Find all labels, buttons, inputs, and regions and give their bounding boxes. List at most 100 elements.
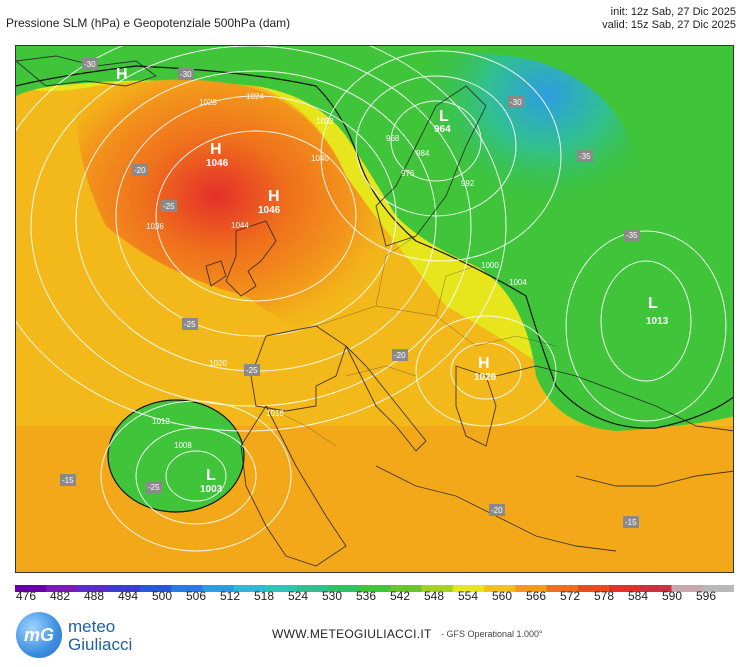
center-value: 1013 [646,316,669,327]
colorbar-tick: 578 [593,589,615,603]
isobar-label: 976 [401,169,415,178]
coastlines [16,55,733,567]
isobars [16,46,727,552]
colorbar-tick: 482 [49,589,71,603]
center-letter: H [116,66,128,83]
svg-text:-20: -20 [394,351,406,360]
colorbar-cell [108,585,141,592]
temp-box: -20 [489,504,505,516]
logo-mark: mG [24,625,55,645]
colorbar-tick: 542 [389,589,411,603]
colorbar [15,585,734,592]
colorbar-cell [296,585,329,592]
weather-map: H 1046 H 1046 H L 964 L 1003 H 1026 L 10… [15,45,734,573]
temp-box: -25 [182,318,198,330]
colorbar-cell [265,585,297,592]
logo-badge [16,612,62,658]
isobar-label: 1008 [174,441,192,450]
colorbar-cell [202,585,235,592]
colorbar-tick: 530 [321,589,343,603]
colorbar-cell [452,585,485,592]
isobar-label: 1012 [152,417,170,426]
temp-box: -30 [82,58,98,70]
center-value: 1026 [474,372,497,383]
temp-box: -30 [178,68,194,80]
temp-box: -20 [132,164,148,176]
borders [265,235,557,447]
isobar-label: 992 [461,179,475,188]
chart-title: Pressione SLM (hPa) e Geopotenziale 500h… [6,16,291,30]
isobar-label: 1000 [481,261,499,270]
center-letter: H [210,141,222,158]
center-letter: L [206,467,216,484]
svg-text:-35: -35 [579,152,591,161]
svg-text:-20: -20 [491,506,503,515]
colorbar-cell [140,585,172,592]
logo-line-1: meteo [68,617,116,636]
colorbar-tick: 536 [355,589,377,603]
init-time: init: 12z Sab, 27 Dic 2025 [610,6,736,18]
colorbar-cell [390,585,422,592]
temp-box: -25 [244,364,260,376]
isobar-label: 1024 [246,92,264,101]
center-letter: H [268,188,280,205]
isobar-label: 1032 [316,117,334,126]
center-letter: L [439,108,449,125]
meteo-giuliacci-logo[interactable]: mG meteo Giuliacci [16,612,166,662]
colorbar-cell [515,585,548,592]
colorbar-cell [577,585,610,592]
svg-text:-20: -20 [134,166,146,175]
svg-text:-15: -15 [62,476,74,485]
temp-box: -15 [623,516,639,528]
field-green-low [108,400,244,512]
colorbar-cell [46,585,79,592]
temp-box: -35 [624,229,640,241]
svg-text:-35: -35 [626,231,638,240]
isobar-label: 1028 [199,98,217,107]
isobar-label: 1016 [266,409,284,418]
colorbar-cell [15,585,47,592]
center-letter: H [478,355,490,372]
temp-box: -30 [508,96,524,108]
svg-text:-30: -30 [180,70,192,79]
colorbar-tick: 584 [627,589,649,603]
colorbar-cell [233,585,266,592]
isobar-label: 1004 [509,278,527,287]
colorbar-tick: 506 [185,589,207,603]
svg-text:-30: -30 [84,60,96,69]
isobar-label: 1044 [231,221,249,230]
svg-text:-30: -30 [510,98,522,107]
colorbar-cell [358,585,391,592]
colorbar-tick: 572 [559,589,581,603]
colorbar-cell [327,585,360,592]
contour-554-low [107,399,245,513]
field-warm-ridge [76,79,446,370]
isobar-label: 1036 [146,222,164,231]
colorbar-tick: 488 [83,589,105,603]
colorbar-tick: 554 [457,589,479,603]
isobar-label: 984 [416,149,430,158]
colorbar-tick: 560 [491,589,513,603]
colorbar-tick: 494 [117,589,139,603]
center-value: 1046 [258,205,281,216]
colorbar-cell [702,585,734,592]
colorbar-tick: 566 [525,589,547,603]
svg-text:-15: -15 [625,518,637,527]
colorbar-cell [671,585,704,592]
center-letter: L [648,295,658,312]
colorbar-tick: 500 [151,589,173,603]
colorbar-cell [421,585,454,592]
website-link[interactable]: WWW.METEOGIULIACCI.IT [272,627,432,641]
temp-box: -20 [392,349,408,361]
colorbar-cell [546,585,579,592]
temp-box: -35 [577,150,593,162]
temperature-labels: -30 -30 -30 -25 -25 -20 -20 -15 -15 -35 … [60,58,640,528]
colorbar-tick: 518 [253,589,275,603]
colorbar-tick: 596 [695,589,717,603]
svg-text:-25: -25 [246,366,258,375]
isobar-label: 1040 [311,154,329,163]
colorbar-tick: 512 [219,589,241,603]
logo-text: meteo Giuliacci [68,618,132,654]
colorbar-cell [640,585,673,592]
pressure-centers: H 1046 H 1046 H L 964 L 1003 H 1026 L 10… [116,66,669,495]
